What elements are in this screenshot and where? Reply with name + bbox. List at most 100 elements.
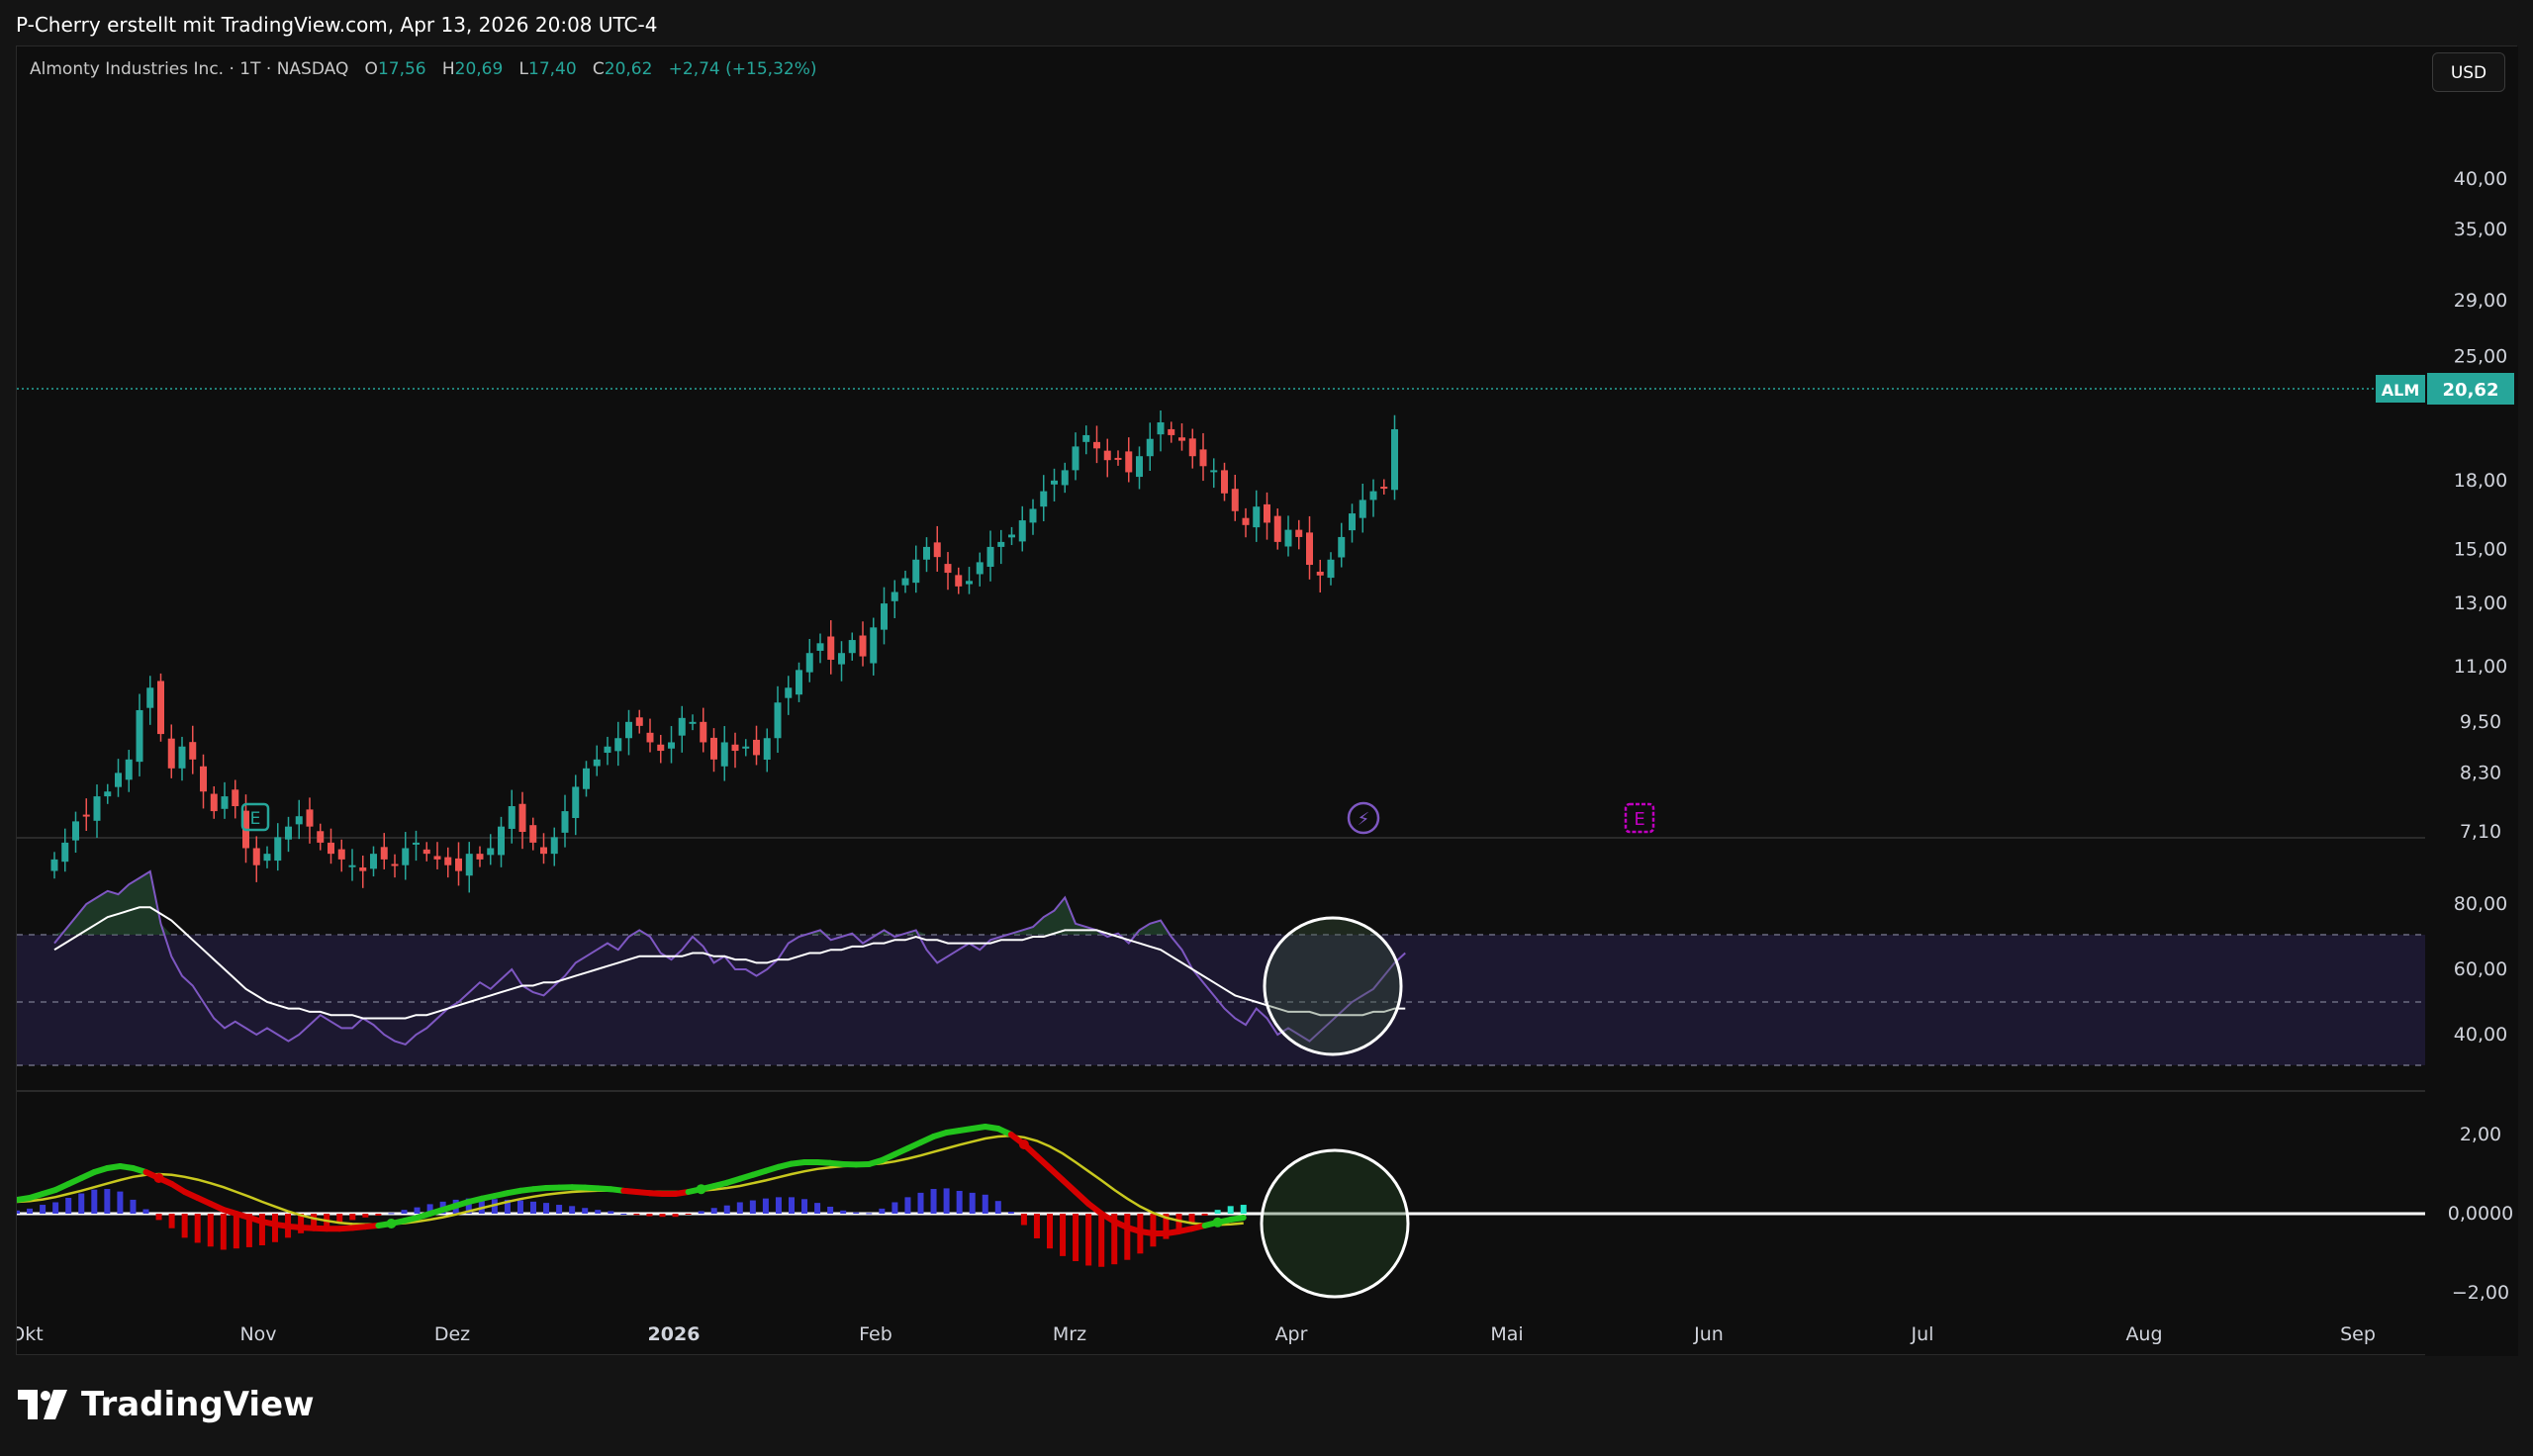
macd-histogram-bar bbox=[155, 1214, 162, 1221]
low-label: L bbox=[518, 59, 528, 79]
y-tick-label: 13,00 bbox=[2454, 592, 2507, 614]
macd-histogram-bar bbox=[1098, 1214, 1105, 1267]
x-tick-label: Okt bbox=[17, 1323, 44, 1345]
candle-body bbox=[232, 789, 239, 807]
macd-histogram-bar bbox=[272, 1214, 278, 1242]
macd-histogram-bar bbox=[1201, 1214, 1208, 1216]
macd-histogram-bar bbox=[582, 1208, 589, 1214]
high-label: H bbox=[441, 59, 455, 79]
candle-body bbox=[1231, 489, 1239, 511]
candle-body bbox=[1199, 449, 1207, 467]
macd-histogram-bar bbox=[258, 1214, 265, 1245]
candle-body bbox=[997, 541, 1005, 547]
dividend-flash-icon[interactable]: ⚡ bbox=[1347, 801, 1380, 835]
candle-body bbox=[1146, 438, 1154, 457]
candle-body bbox=[359, 867, 367, 871]
candle-body bbox=[604, 746, 611, 754]
macd-histogram-bar bbox=[14, 1210, 20, 1214]
candle-body bbox=[827, 636, 835, 660]
tradingview-logo-icon bbox=[18, 1390, 67, 1419]
macd-histogram-bar bbox=[608, 1211, 614, 1214]
macd-cross-dot bbox=[1212, 1217, 1223, 1228]
macd-histogram-bar bbox=[181, 1214, 188, 1238]
candle-body bbox=[614, 738, 622, 752]
price-axis[interactable] bbox=[2425, 46, 2518, 1356]
macd-histogram-bar bbox=[917, 1192, 924, 1214]
candle-body bbox=[796, 670, 802, 695]
macd-histogram-bar bbox=[879, 1208, 886, 1214]
rsi-series[interactable] bbox=[53, 869, 1406, 1046]
future-earnings-icon[interactable]: E bbox=[1624, 802, 1655, 834]
macd-histogram-bar bbox=[1007, 1212, 1014, 1214]
chart-area[interactable]: E ⚡ E 40,00 35,00 29,00 25,00 18,00 15,00 13,0… bbox=[10, 46, 2518, 1356]
y-tick-label: 18,00 bbox=[2454, 470, 2507, 492]
macd-histogram-bar bbox=[982, 1194, 988, 1214]
y-tick-label: 25,00 bbox=[2454, 345, 2507, 367]
y-tick-label: 2,00 bbox=[2460, 1124, 2501, 1145]
macd-histogram-bar bbox=[375, 1214, 382, 1216]
rsi-ma-line bbox=[53, 906, 1406, 1020]
candle-body bbox=[923, 546, 930, 560]
candle-body bbox=[413, 842, 420, 845]
macd-histogram-bar bbox=[904, 1197, 911, 1214]
candle-body bbox=[1061, 470, 1069, 486]
macd-highlight-circle bbox=[1260, 1148, 1410, 1299]
macd-histogram-bar bbox=[543, 1203, 550, 1214]
x-tick-label: Aug bbox=[2125, 1323, 2162, 1345]
candle-body bbox=[380, 847, 388, 860]
candlestick-series[interactable] bbox=[50, 410, 1399, 893]
x-tick-label: Jun bbox=[1693, 1323, 1724, 1345]
candle-body bbox=[1391, 428, 1398, 491]
macd-histogram-bar bbox=[530, 1201, 536, 1214]
macd-histogram-bar bbox=[595, 1210, 602, 1214]
candle-body bbox=[61, 842, 69, 863]
symbol-legend[interactable]: Almonty Industries Inc. · 1T · NASDAQ O1… bbox=[30, 59, 817, 79]
candle-body bbox=[550, 837, 558, 855]
price-tag-symbol: ALM bbox=[2382, 381, 2420, 400]
candle-body bbox=[136, 709, 143, 763]
candle-body bbox=[1008, 534, 1015, 538]
macd-histogram-bar bbox=[1227, 1206, 1234, 1214]
candle-body bbox=[700, 721, 707, 743]
macd-histogram-bar bbox=[1240, 1205, 1247, 1214]
candle-body bbox=[912, 559, 920, 584]
candle-body bbox=[1178, 437, 1185, 441]
candle-body bbox=[966, 581, 973, 585]
macd-histogram-bar bbox=[556, 1205, 563, 1214]
candle-body bbox=[306, 809, 314, 827]
macd-histogram-bar bbox=[388, 1213, 395, 1215]
y-tick-label: 80,00 bbox=[2454, 893, 2507, 915]
candle-body bbox=[1051, 480, 1058, 485]
currency-button[interactable]: USD bbox=[2432, 52, 2505, 92]
macd-histogram-bar bbox=[65, 1198, 72, 1214]
tradingview-logo[interactable]: TradingView bbox=[18, 1385, 315, 1424]
macd-histogram-bar bbox=[130, 1199, 137, 1214]
chart-svg[interactable]: E ⚡ E 40,00 35,00 29,00 25,00 18,00 15,00 13,0… bbox=[10, 46, 2518, 1356]
candle-body bbox=[763, 738, 771, 761]
candle-body bbox=[422, 849, 430, 855]
y-tick-label: 8,30 bbox=[2460, 762, 2501, 783]
candle-body bbox=[252, 848, 260, 865]
macd-series[interactable] bbox=[14, 1124, 1247, 1267]
macd-histogram-bar bbox=[1085, 1214, 1092, 1266]
macd-histogram-bar bbox=[956, 1190, 963, 1214]
macd-histogram-bar bbox=[117, 1191, 124, 1214]
y-axis-labels: 40,00 35,00 29,00 25,00 18,00 15,00 13,00 11,00… bbox=[2448, 168, 2513, 1304]
candle-body bbox=[1188, 438, 1196, 457]
macd-histogram-bar bbox=[736, 1202, 743, 1214]
y-tick-label: 9,50 bbox=[2460, 711, 2501, 733]
candle-body bbox=[146, 687, 154, 708]
candle-body bbox=[1018, 520, 1026, 542]
macd-histogram-bar bbox=[91, 1189, 98, 1214]
svg-text:⚡: ⚡ bbox=[1358, 809, 1370, 830]
macd-histogram-bar bbox=[698, 1211, 704, 1214]
macd-histogram-bar bbox=[1175, 1214, 1182, 1231]
open-value: 17,56 bbox=[377, 59, 426, 79]
candle-body bbox=[1103, 450, 1111, 461]
candle-body bbox=[848, 640, 856, 654]
candle-body bbox=[1082, 434, 1090, 442]
candle-body bbox=[518, 803, 526, 832]
candle-body bbox=[125, 759, 133, 780]
macd-histogram-bar bbox=[168, 1214, 175, 1228]
earnings-icon[interactable]: E bbox=[240, 802, 270, 832]
